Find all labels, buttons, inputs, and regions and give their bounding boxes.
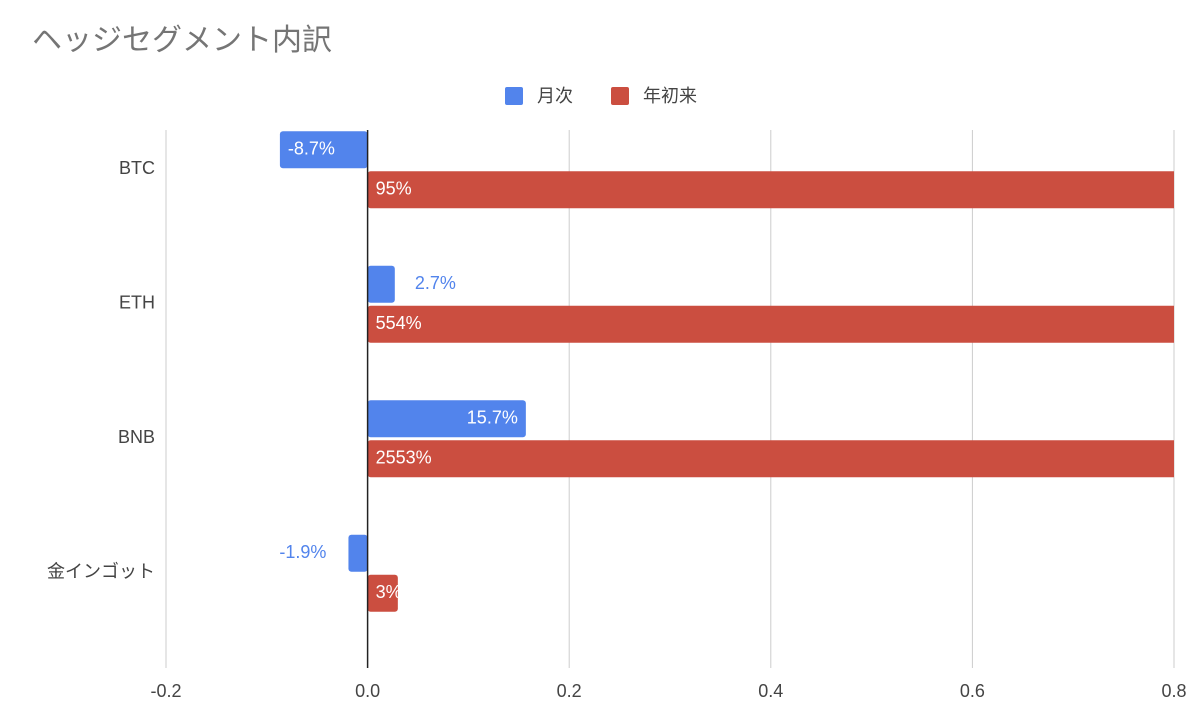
chart-title: ヘッジセグメント内訳 — [32, 24, 332, 57]
bar — [367, 400, 526, 438]
data-label: 2553% — [376, 448, 432, 468]
x-tick-label: 0.4 — [758, 681, 783, 701]
x-tick-label: -0.2 — [150, 681, 181, 701]
bar — [367, 440, 1174, 478]
y-tick-label: ETH — [119, 293, 155, 313]
legend-label: 月次 — [537, 86, 573, 106]
data-label: -8.7% — [288, 139, 335, 159]
bar — [367, 574, 398, 612]
legend-label: 年初来 — [643, 86, 697, 106]
legend-swatch — [505, 87, 523, 105]
x-tick-label: 0.6 — [960, 681, 985, 701]
y-tick-label: 金インゴット — [47, 562, 155, 582]
x-tick-label: 0.0 — [355, 681, 380, 701]
data-label: 2.7% — [415, 273, 456, 293]
data-label: -1.9% — [279, 542, 326, 562]
bar — [367, 305, 1174, 343]
y-tick-label: BTC — [119, 158, 155, 178]
data-label: 554% — [376, 313, 422, 333]
bar — [367, 171, 1174, 209]
legend-swatch — [611, 87, 629, 105]
x-tick-label: 0.8 — [1161, 681, 1186, 701]
bar — [367, 265, 395, 303]
bar — [348, 534, 368, 572]
data-label: 3% — [376, 582, 402, 602]
bar — [279, 131, 368, 169]
x-tick-label: 0.2 — [557, 681, 582, 701]
y-tick-label: BNB — [118, 427, 155, 447]
data-label: 95% — [376, 179, 412, 199]
data-label: 15.7% — [467, 408, 518, 428]
